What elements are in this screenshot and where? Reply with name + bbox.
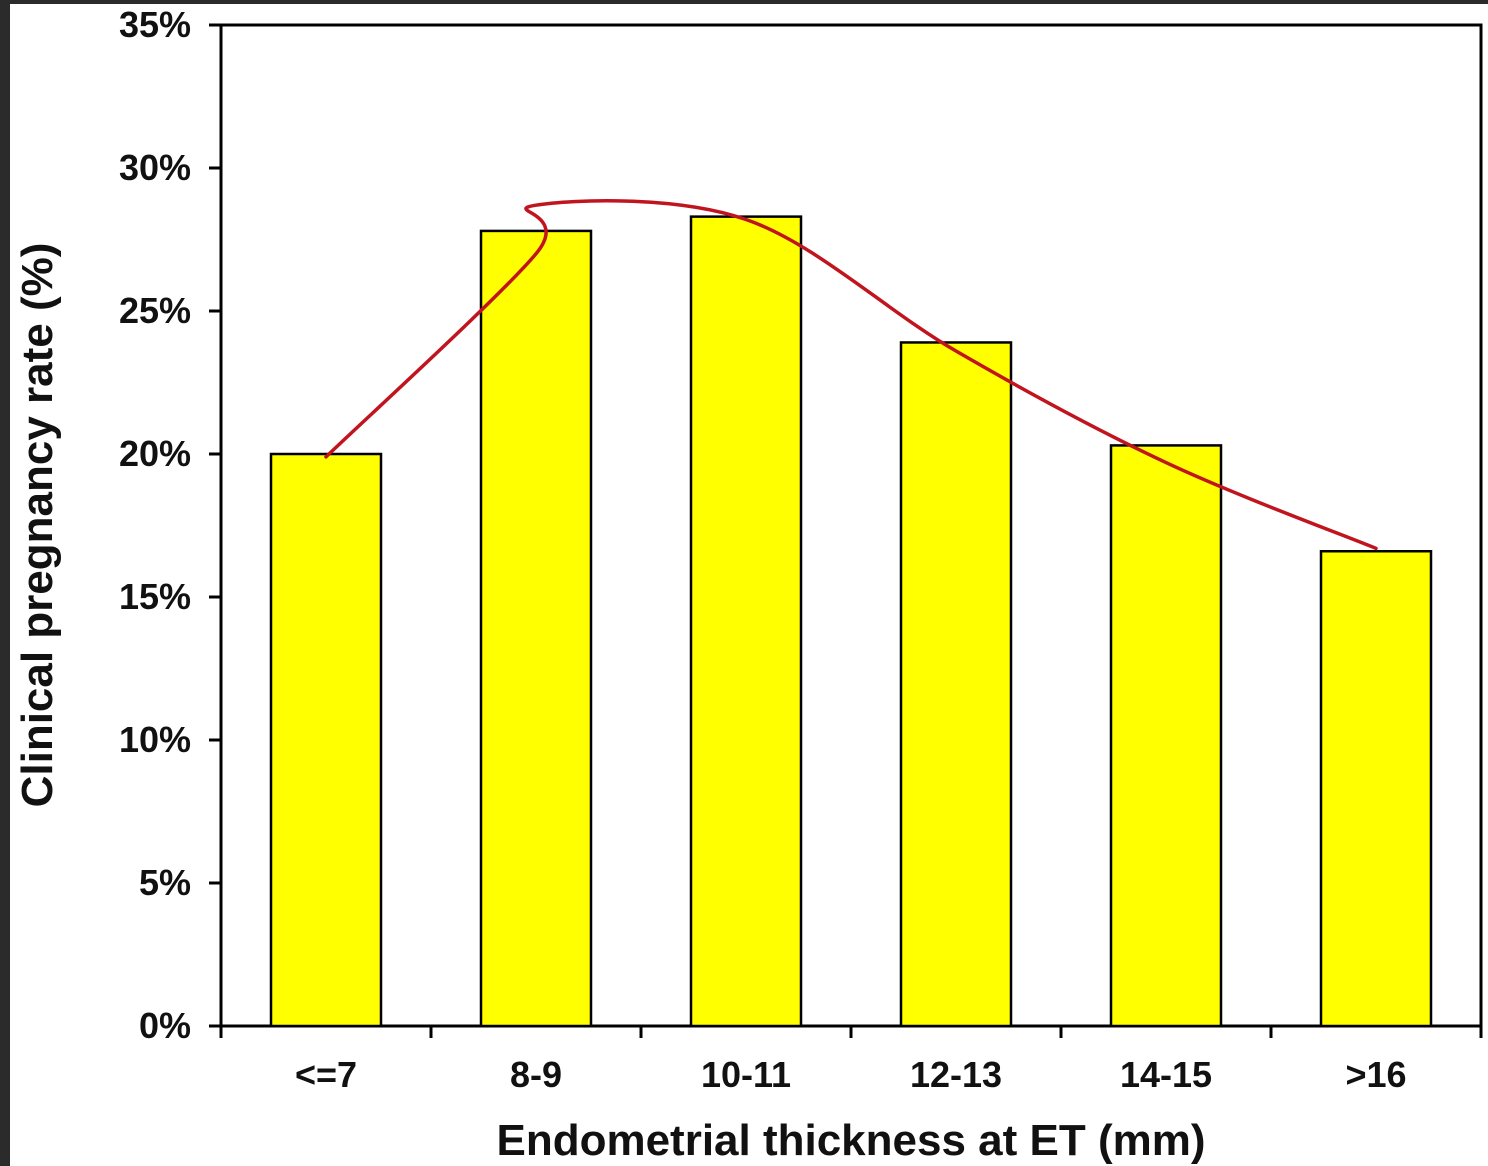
y-tick-label-5: 25% — [119, 290, 191, 331]
x-tick-label-5: >16 — [1345, 1054, 1406, 1095]
y-tick-label-2: 10% — [119, 719, 191, 760]
y-tick-label-6: 30% — [119, 147, 191, 188]
window-edge-left — [0, 0, 10, 1166]
y-tick-label-1: 5% — [139, 862, 191, 903]
bar-1 — [479, 229, 593, 1028]
x-tick-label-4: 14-15 — [1120, 1054, 1212, 1095]
bar-2 — [689, 215, 803, 1028]
x-tick-label-1: 8-9 — [510, 1054, 562, 1095]
x-axis: <=7 8-9 10-11 12-13 14-15 >16 — [219, 1026, 1483, 1095]
y-axis: 0% 5% 10% 15% 20% 25% 30% 35% — [119, 4, 221, 1046]
trend-group — [324, 198, 1378, 551]
trend-curve — [324, 198, 1378, 551]
x-axis-title: Endometrial thickness at ET (mm) — [496, 1116, 1205, 1165]
x-tick-label-3: 12-13 — [910, 1054, 1002, 1095]
bar-0 — [269, 452, 383, 1028]
y-tick-label-0: 0% — [139, 1005, 191, 1046]
y-tick-label-7: 35% — [119, 4, 191, 45]
bars-group — [269, 215, 1433, 1028]
x-tick-label-2: 10-11 — [701, 1054, 791, 1095]
bar-3 — [899, 341, 1013, 1028]
window-edge-top — [0, 0, 1488, 4]
x-tick-label-0: <=7 — [295, 1054, 357, 1095]
bar-4 — [1109, 444, 1223, 1028]
y-tick-label-3: 15% — [119, 576, 191, 617]
y-tick-label-4: 20% — [119, 433, 191, 474]
y-axis-title: Clinical pregnancy rate (%) — [13, 243, 62, 808]
plot-frame — [219, 23, 1483, 1028]
bar-5 — [1319, 549, 1433, 1028]
